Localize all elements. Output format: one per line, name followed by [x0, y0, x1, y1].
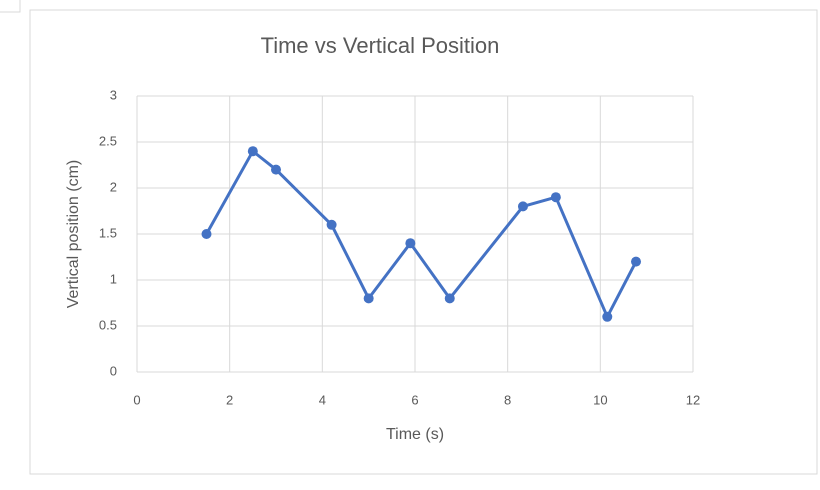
- chart-frame: [29, 9, 818, 475]
- y-tick-label: 1: [110, 271, 117, 286]
- grid: [136, 95, 694, 373]
- x-tick-label: 8: [504, 392, 511, 407]
- x-tick-label: 10: [593, 392, 607, 407]
- data-point: [517, 201, 528, 212]
- data-point: [247, 146, 258, 157]
- frame-corner: [0, 0, 21, 13]
- x-tick-label: 12: [686, 392, 700, 407]
- data-point: [444, 293, 455, 304]
- x-tick-label: 2: [226, 392, 233, 407]
- y-tick-label: 3: [110, 87, 117, 102]
- data-point: [201, 229, 212, 239]
- y-tick-label: 2: [110, 179, 117, 194]
- data-point: [363, 293, 374, 304]
- x-tick-label: 0: [133, 392, 140, 407]
- data-point: [631, 256, 642, 267]
- y-tick-label: 0: [110, 363, 117, 378]
- y-tick-label: 0.5: [99, 317, 117, 332]
- data-point: [326, 219, 337, 230]
- x-axis-label: Time (s): [386, 426, 444, 443]
- data-point: [271, 164, 281, 175]
- chart-title: Time vs Vertical Position: [261, 33, 500, 58]
- data-point: [550, 192, 561, 203]
- x-tick-label: 4: [319, 392, 326, 407]
- y-axis-label: Vertical position (cm): [65, 160, 82, 309]
- data-point: [405, 238, 416, 249]
- data-point: [602, 311, 613, 322]
- y-tick-label: 2.5: [99, 133, 117, 148]
- y-tick-label: 1.5: [99, 225, 117, 240]
- x-tick-label: 6: [411, 392, 418, 407]
